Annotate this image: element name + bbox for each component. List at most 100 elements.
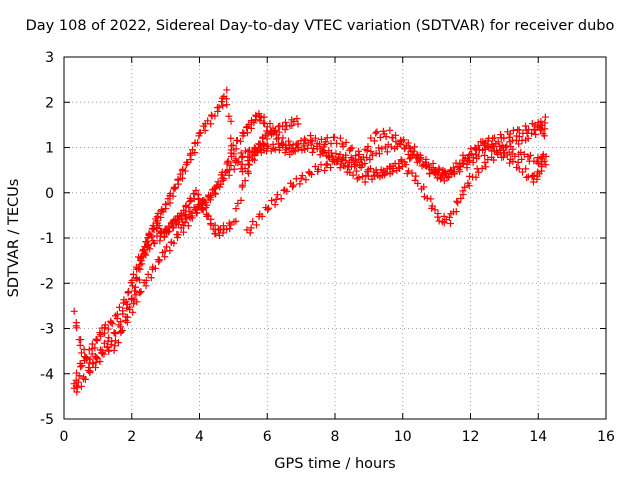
data-point	[445, 213, 453, 221]
x-tick-label: 16	[597, 429, 615, 445]
data-point	[342, 151, 350, 159]
data-point	[222, 95, 230, 103]
data-point	[366, 164, 374, 172]
data-point	[526, 151, 534, 159]
data-point	[96, 358, 104, 366]
data-point	[76, 341, 84, 349]
data-point	[494, 138, 502, 146]
data-point	[441, 167, 449, 175]
y-tick-label: 3	[45, 50, 54, 66]
data-point	[219, 176, 227, 184]
data-point	[378, 145, 386, 153]
data-point	[234, 158, 242, 166]
data-point	[364, 172, 372, 180]
data-point	[322, 161, 330, 169]
data-point	[86, 367, 94, 375]
data-point	[383, 148, 391, 156]
data-point	[352, 152, 360, 160]
data-point	[170, 239, 178, 247]
data-point	[232, 205, 240, 213]
data-point	[366, 156, 374, 164]
data-point	[86, 355, 94, 363]
data-point	[372, 129, 380, 137]
data-point	[128, 276, 136, 284]
data-point	[174, 175, 182, 183]
data-point	[184, 159, 192, 167]
data-point	[506, 159, 514, 167]
data-point	[332, 158, 340, 166]
data-point	[227, 161, 235, 169]
data-point	[178, 174, 186, 182]
x-tick-label: 8	[331, 429, 340, 445]
data-point	[307, 136, 315, 144]
data-point	[190, 204, 198, 212]
data-point	[330, 133, 338, 141]
data-point	[355, 150, 363, 158]
data-point	[263, 135, 271, 143]
data-point	[233, 136, 241, 144]
data-point	[151, 264, 159, 272]
data-point	[386, 126, 394, 134]
data-point	[88, 340, 96, 348]
data-point	[157, 228, 165, 236]
data-point	[156, 232, 164, 240]
data-point	[226, 225, 234, 233]
data-point	[268, 196, 276, 204]
data-point	[289, 181, 297, 189]
series-track-6	[317, 119, 549, 181]
data-point	[530, 157, 538, 165]
data-point	[219, 229, 227, 237]
data-point	[228, 153, 236, 161]
data-point	[367, 134, 375, 142]
data-point	[363, 147, 371, 155]
data-point	[125, 288, 133, 296]
data-point	[215, 103, 223, 111]
data-point	[324, 153, 332, 161]
data-point	[212, 230, 220, 238]
data-point	[364, 143, 372, 151]
x-tick-label: 6	[263, 429, 272, 445]
data-point	[215, 231, 223, 239]
data-point	[283, 187, 291, 195]
data-point	[184, 222, 192, 230]
data-point	[420, 183, 428, 191]
data-point	[183, 215, 191, 223]
data-point	[317, 135, 325, 143]
data-point	[530, 125, 538, 133]
data-point	[176, 170, 184, 178]
data-point	[484, 143, 492, 151]
data-point	[156, 256, 164, 264]
data-point	[352, 167, 360, 175]
data-point	[509, 126, 517, 134]
data-point	[271, 201, 279, 209]
data-point	[166, 247, 174, 255]
data-point	[503, 151, 511, 159]
data-point	[174, 231, 182, 239]
data-point	[430, 169, 438, 177]
data-point	[463, 160, 471, 168]
data-point	[224, 157, 232, 165]
data-point	[227, 134, 235, 142]
data-point	[232, 145, 240, 153]
data-point	[260, 119, 268, 127]
data-point	[494, 150, 502, 158]
data-point	[339, 155, 347, 163]
data-point	[77, 349, 85, 357]
data-point	[506, 130, 514, 138]
data-point	[518, 155, 526, 163]
data-point	[532, 131, 540, 139]
data-point	[453, 197, 461, 205]
data-point	[92, 335, 100, 343]
data-point	[219, 102, 227, 110]
data-point	[321, 167, 329, 175]
data-point	[433, 174, 441, 182]
data-point	[333, 139, 341, 147]
data-point	[416, 151, 424, 159]
data-point	[132, 291, 140, 299]
data-point	[246, 229, 254, 237]
data-point	[523, 173, 531, 181]
data-point	[336, 134, 344, 142]
data-point	[237, 137, 245, 145]
data-point	[302, 176, 310, 184]
